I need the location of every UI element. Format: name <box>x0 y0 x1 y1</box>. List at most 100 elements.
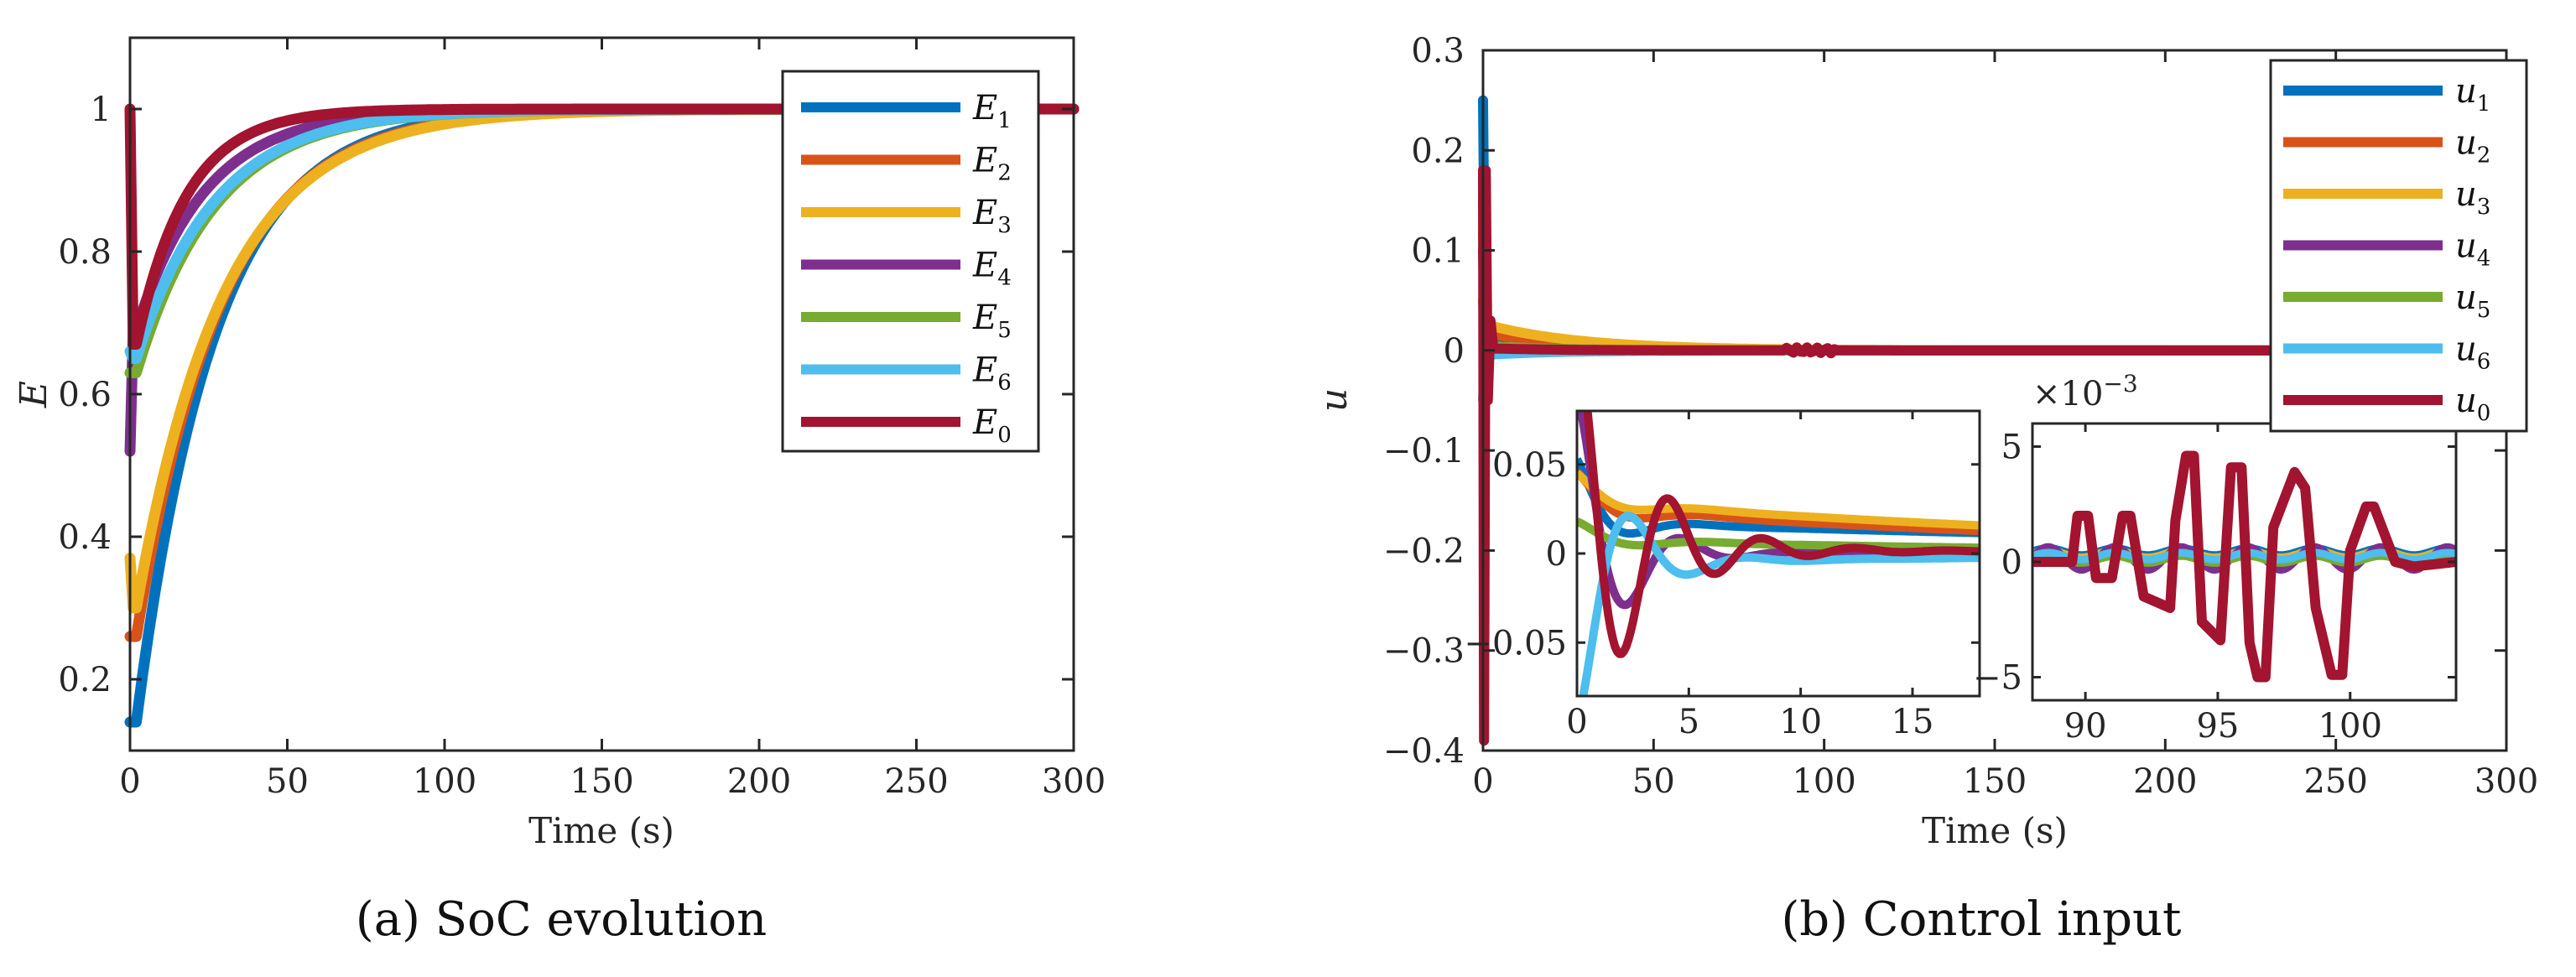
x-tick-label: 300 <box>1042 762 1106 801</box>
y-tick-label: 0.2 <box>58 661 112 699</box>
legend-label: E2 <box>972 142 1012 186</box>
legend-subscript: 2 <box>997 161 1012 186</box>
inset-right-series <box>2032 450 2456 683</box>
legend-subscript: 4 <box>2477 247 2491 272</box>
x-tick-label: 0 <box>1472 762 1493 801</box>
x-tick-label: 90 <box>2064 707 2107 746</box>
x-tick-label: 95 <box>2196 707 2239 746</box>
y-tick-label: 0.1 <box>1411 232 1465 271</box>
y-tick-label: 0.4 <box>58 518 112 557</box>
y-axis-label-a: E <box>13 381 55 408</box>
legend-subscript: 3 <box>997 213 1012 238</box>
legend-label: u5 <box>2455 278 2490 323</box>
legend-subscript: 6 <box>997 371 1012 396</box>
legend-symbol: E <box>972 299 997 337</box>
x-tick-label: 150 <box>570 762 633 801</box>
x-tick-label: 50 <box>266 762 309 801</box>
x-axis-label-a: Time (s) <box>528 810 674 851</box>
legend-label: E0 <box>972 403 1012 448</box>
legend-subscript: 0 <box>997 423 1012 448</box>
y-tick-label: 0.6 <box>58 376 112 414</box>
y-tick-label: −0.1 <box>1383 432 1465 470</box>
legend-symbol: u <box>2455 175 2477 214</box>
x-tick-label: 300 <box>2475 762 2538 801</box>
inset-left-line-u0 <box>1583 411 1980 658</box>
legend-label: u1 <box>2455 72 2490 117</box>
y-tick-label: 0.05 <box>1492 446 1567 485</box>
x-tick-label: 250 <box>884 762 948 801</box>
caption-b: (b) Control input <box>1781 892 2182 947</box>
inset-left-line-u3 <box>1577 470 1980 530</box>
x-tick-label: 0 <box>119 762 140 801</box>
legend-symbol: E <box>972 403 997 442</box>
y-tick-label: 0 <box>1546 535 1567 574</box>
inset-right-multiplier: ×10−3 <box>2032 370 2138 413</box>
legend-label: u6 <box>2455 330 2490 375</box>
legend-subscript: 1 <box>2477 91 2491 117</box>
legend-subscript: 1 <box>997 108 1012 133</box>
x-tick-label: 100 <box>413 762 476 801</box>
legend-subscript: 4 <box>997 266 1012 291</box>
legend-label: E5 <box>972 299 1012 343</box>
y-tick-label: 0 <box>1444 332 1465 371</box>
legend-subscript: 3 <box>2477 195 2491 220</box>
inset-left-series <box>1577 411 1980 696</box>
x-tick-label: 200 <box>727 762 791 801</box>
legend-symbol: u <box>2455 382 2477 420</box>
legend-subscript: 0 <box>2477 401 2491 426</box>
legend-label: E3 <box>972 194 1012 238</box>
legend-symbol: E <box>972 351 997 390</box>
x-tick-label: 50 <box>1632 762 1675 801</box>
inset-left-line-u2 <box>1577 468 1980 536</box>
ticks-b: 0 50 100 150 200 250 300−0.4−0.3−0.2−0.100.10.… <box>1383 32 2538 801</box>
legend-symbol: u <box>2455 227 2477 266</box>
y-tick-label: 1 <box>91 91 112 129</box>
legend-subscript: 5 <box>997 318 1012 343</box>
legend-symbol: u <box>2455 72 2477 111</box>
inset-right-ticks: 90 95 100 −5 0 5 <box>1973 424 2456 746</box>
legend-symbol: u <box>2455 124 2477 163</box>
legend-label: u0 <box>2455 382 2490 426</box>
x-tick-label: 5 <box>1678 703 1699 741</box>
legend-symbol: u <box>2455 330 2477 369</box>
x-tick-label: 200 <box>2133 762 2197 801</box>
panel-b: 0 50 100 150 200 250 300−0.4−0.3−0.2−0.100.10.… <box>1313 32 2538 947</box>
legend-symbol: E <box>972 247 997 285</box>
legend-label: u2 <box>2455 124 2490 169</box>
y-tick-label: 0.8 <box>58 233 112 272</box>
y-tick-label: −0.2 <box>1383 532 1465 570</box>
legend-label: E6 <box>972 351 1012 396</box>
y-tick-label: −5 <box>1973 659 2022 698</box>
y-axis-label-b: u <box>1313 388 1356 412</box>
legend-label: E1 <box>972 89 1012 133</box>
legend-label: E4 <box>972 247 1012 291</box>
legend-symbol: E <box>972 194 997 232</box>
y-tick-label: −0.3 <box>1383 632 1465 671</box>
y-tick-label: 5 <box>2001 429 2022 467</box>
legend-subscript: 2 <box>2477 143 2491 169</box>
inset-left: 0 5 10 15 −0.05 0 0.05 <box>1464 409 1981 741</box>
legend-symbol: E <box>972 89 997 127</box>
y-tick-label: 0.3 <box>1411 32 1465 70</box>
x-tick-label: 100 <box>2318 707 2382 746</box>
x-tick-label: 10 <box>1779 703 1822 741</box>
multiplier-base: ×10 <box>2032 375 2103 413</box>
x-tick-label: 0 <box>1566 703 1587 741</box>
legend-subscript: 5 <box>2477 298 2491 323</box>
y-tick-label: 0 <box>2001 543 2022 582</box>
inset-left-line-u6 <box>1579 512 1980 696</box>
legend-symbol: E <box>972 142 997 180</box>
y-tick-label: −0.05 <box>1464 624 1567 663</box>
y-tick-label: −0.4 <box>1383 732 1465 771</box>
legend-label: u4 <box>2455 227 2490 272</box>
inset-left-ticks: 0 5 10 15 −0.05 0 0.05 <box>1464 411 1980 741</box>
legend-label: u3 <box>2455 175 2490 220</box>
inset-right: 90 95 100 −5 0 5 ×10−3 <box>1973 370 2458 746</box>
legend-subscript: 6 <box>2477 350 2491 375</box>
x-tick-label: 100 <box>1792 762 1855 801</box>
